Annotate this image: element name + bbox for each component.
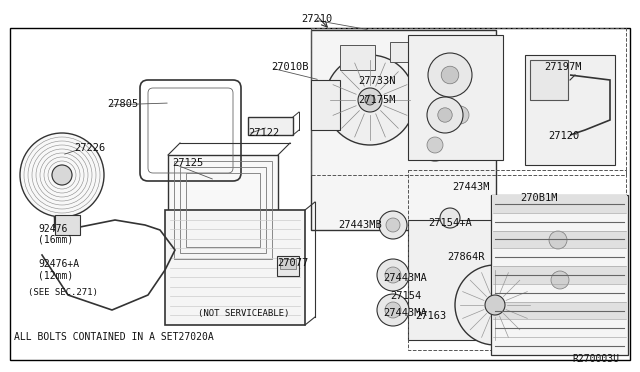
Circle shape <box>451 106 469 124</box>
Text: 27226: 27226 <box>74 143 105 153</box>
Circle shape <box>427 137 443 153</box>
Circle shape <box>485 295 505 315</box>
Circle shape <box>438 108 452 122</box>
Bar <box>492 302 627 320</box>
Circle shape <box>540 222 576 258</box>
Bar <box>460 42 490 72</box>
Text: 27154+A: 27154+A <box>428 218 472 228</box>
Circle shape <box>52 165 72 185</box>
Circle shape <box>440 208 460 228</box>
Circle shape <box>385 267 401 283</box>
Circle shape <box>385 302 401 318</box>
Text: 92476: 92476 <box>38 224 67 234</box>
Bar <box>186 173 260 247</box>
Bar <box>55 215 80 235</box>
Text: (16mm): (16mm) <box>38 235 73 245</box>
Bar <box>165 210 305 325</box>
Circle shape <box>427 97 463 133</box>
Polygon shape <box>311 80 340 130</box>
Bar <box>525 55 615 165</box>
Bar <box>492 195 627 213</box>
Text: 27122: 27122 <box>248 128 279 138</box>
Text: 27443M: 27443M <box>452 182 490 192</box>
Circle shape <box>434 74 456 96</box>
Circle shape <box>542 262 578 298</box>
Circle shape <box>551 271 569 289</box>
Text: 27077: 27077 <box>277 258 308 268</box>
Bar <box>180 167 266 253</box>
Bar <box>491 195 628 355</box>
Text: (NOT SERVICEABLE): (NOT SERVICEABLE) <box>198 309 289 318</box>
Bar <box>311 28 626 175</box>
Bar <box>492 266 627 284</box>
Circle shape <box>419 129 451 161</box>
Text: 27733N: 27733N <box>358 76 396 86</box>
Text: 27805: 27805 <box>107 99 138 109</box>
Text: 27197M: 27197M <box>544 62 582 72</box>
Text: R270003U: R270003U <box>572 354 619 364</box>
Circle shape <box>377 259 409 291</box>
Bar <box>280 259 296 269</box>
Circle shape <box>455 265 535 345</box>
Circle shape <box>428 53 472 97</box>
Bar <box>530 60 568 100</box>
Bar <box>492 231 627 248</box>
Bar <box>340 45 375 70</box>
Text: (12mm): (12mm) <box>38 270 73 280</box>
Circle shape <box>358 88 382 112</box>
Bar <box>408 170 626 350</box>
Bar <box>311 30 496 230</box>
Bar <box>408 35 503 160</box>
Circle shape <box>325 55 415 145</box>
Text: 27443MA: 27443MA <box>383 308 427 318</box>
Text: 27010B: 27010B <box>271 62 308 72</box>
Text: 270B1M: 270B1M <box>520 193 557 203</box>
Bar <box>10 28 630 360</box>
Text: (SEE SEC.271): (SEE SEC.271) <box>28 288 98 297</box>
Circle shape <box>386 218 400 232</box>
Bar <box>248 117 293 135</box>
Circle shape <box>377 294 409 326</box>
Text: 27443MB: 27443MB <box>338 220 381 230</box>
Bar <box>408 220 588 340</box>
Text: ALL BOLTS CONTAINED IN A SET27020A: ALL BOLTS CONTAINED IN A SET27020A <box>14 332 214 342</box>
Text: 27443MA: 27443MA <box>383 273 427 283</box>
Circle shape <box>423 63 467 107</box>
Circle shape <box>20 133 104 217</box>
Bar <box>174 161 272 259</box>
Bar <box>277 256 299 276</box>
Circle shape <box>365 95 375 105</box>
Circle shape <box>379 211 407 239</box>
Text: 27864R: 27864R <box>447 252 484 262</box>
Text: 27154: 27154 <box>390 291 421 301</box>
Circle shape <box>442 97 478 133</box>
Bar <box>168 155 278 265</box>
Text: 27125: 27125 <box>172 158 204 168</box>
Circle shape <box>441 66 459 84</box>
Text: 27163: 27163 <box>415 311 446 321</box>
Text: 27175M: 27175M <box>358 95 396 105</box>
Text: 27210: 27210 <box>301 14 333 24</box>
Text: 27120: 27120 <box>548 131 579 141</box>
Circle shape <box>549 231 567 249</box>
Text: 92476+A: 92476+A <box>38 259 79 269</box>
Bar <box>390 42 420 62</box>
